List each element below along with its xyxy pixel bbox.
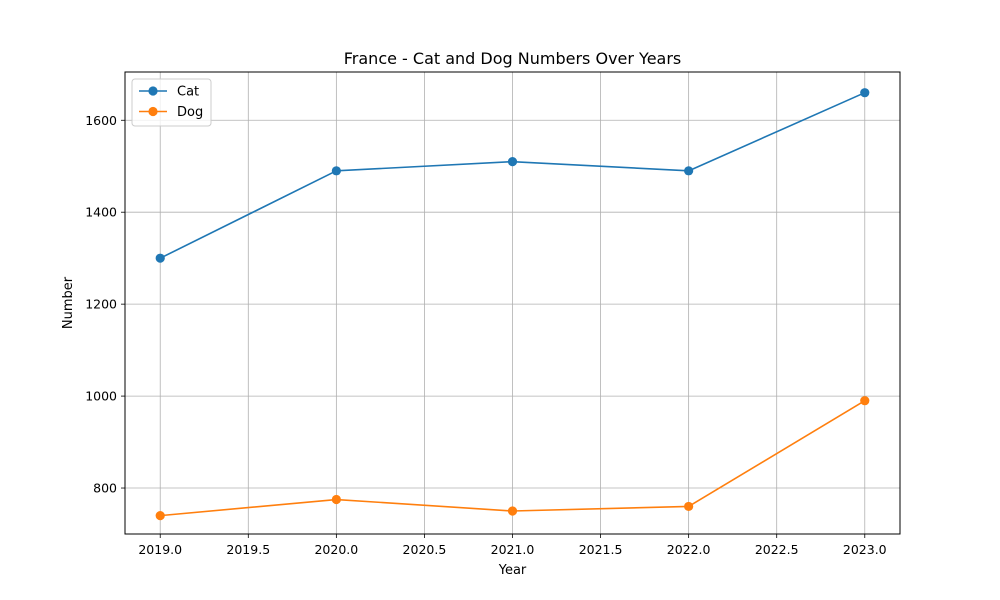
legend-swatch-marker bbox=[148, 86, 158, 96]
y-tick-label: 1400 bbox=[85, 205, 117, 220]
legend-label: Dog bbox=[177, 105, 203, 120]
legend-swatch-marker bbox=[148, 106, 158, 117]
x-tick-label: 2019.0 bbox=[138, 542, 182, 557]
data-point-dog bbox=[684, 501, 694, 512]
legend: Cat Dog bbox=[131, 78, 212, 127]
legend-label: Cat bbox=[177, 85, 199, 100]
series-dog bbox=[155, 396, 870, 521]
data-point-cat bbox=[507, 157, 518, 167]
x-tick-label: 2020.0 bbox=[314, 542, 358, 557]
series-cat bbox=[155, 88, 870, 263]
data-point-cat bbox=[860, 88, 870, 98]
x-tick-label: 2022.5 bbox=[755, 542, 799, 557]
data-point-dog bbox=[331, 494, 341, 505]
data-point-dog bbox=[155, 511, 165, 521]
x-tick-label: 2023.0 bbox=[843, 542, 887, 557]
data-point-dog bbox=[860, 396, 870, 406]
x-tick-label: 2021.5 bbox=[579, 542, 623, 557]
x-tick-label: 2020.5 bbox=[403, 542, 447, 557]
y-tick-label: 800 bbox=[93, 481, 117, 496]
x-tick-label: 2019.5 bbox=[226, 542, 270, 557]
y-axis: 800 1000 1200 1400 1600 bbox=[85, 113, 125, 496]
y-axis-title: Number bbox=[61, 276, 76, 329]
data-point-cat bbox=[155, 253, 165, 263]
legend-item-dog: Dog bbox=[139, 105, 203, 120]
data-point-dog bbox=[507, 506, 518, 516]
data-point-cat bbox=[684, 166, 694, 176]
chart-title: France - Cat and Dog Numbers Over Years bbox=[344, 49, 682, 68]
series-layer bbox=[155, 88, 870, 521]
y-tick-label: 1200 bbox=[85, 297, 117, 312]
x-axis-title: Year bbox=[498, 563, 527, 578]
data-point-cat bbox=[331, 166, 341, 176]
grid bbox=[125, 72, 900, 534]
y-tick-label: 1000 bbox=[85, 389, 117, 404]
x-tick-label: 2022.0 bbox=[667, 542, 711, 557]
x-tick-label: 2021.0 bbox=[491, 542, 535, 557]
x-axis: 2019.0 2019.5 2020.0 2020.5 2021.0 2021.5 2022… bbox=[138, 534, 887, 557]
y-tick-label: 1600 bbox=[85, 113, 117, 128]
legend-item-cat: Cat bbox=[139, 85, 199, 100]
